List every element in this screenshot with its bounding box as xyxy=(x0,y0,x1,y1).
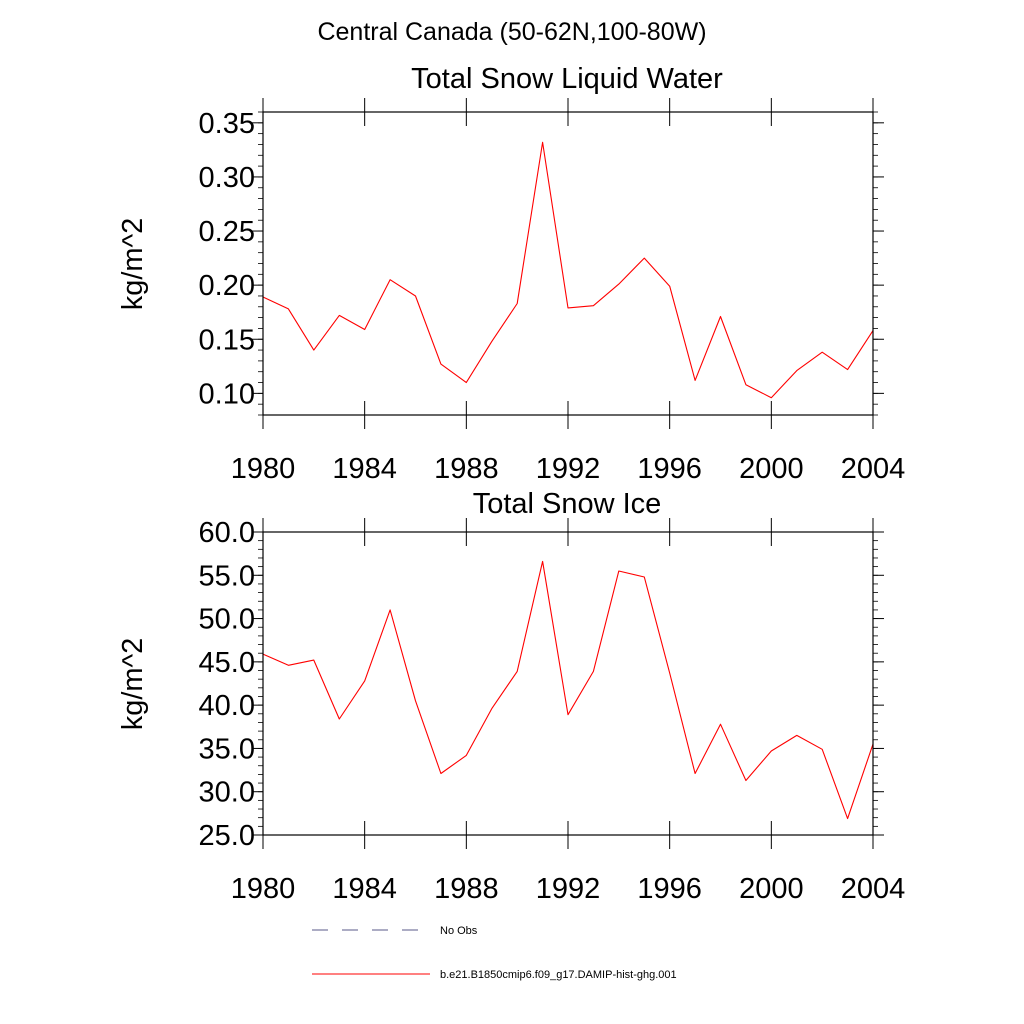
y-tick-label: 0.30 xyxy=(199,162,255,194)
panel-total-snow-ice: Total Snow Ice kg/m^2 1980 1984 1988 1992 19… xyxy=(117,488,905,905)
x-tick-label: 2004 xyxy=(841,453,906,485)
plot-frame xyxy=(262,111,874,416)
panel-title: Total Snow Liquid Water xyxy=(411,63,723,95)
y-tick-label: 55.0 xyxy=(199,560,255,592)
legend: No Obs b.e21.B1850cmip6.f09_g17.DAMIP-hi… xyxy=(312,925,677,981)
x-tick-label: 1984 xyxy=(332,453,397,485)
series-line xyxy=(262,141,874,399)
y-tick-label: 0.10 xyxy=(199,378,255,410)
x-tick-label: 2004 xyxy=(841,873,906,905)
y-tick-label: 45.0 xyxy=(199,647,255,679)
y-tick-label: 0.15 xyxy=(199,324,255,356)
x-tick-label: 1992 xyxy=(536,453,601,485)
x-tick-label: 2000 xyxy=(739,873,804,905)
y-axis-label: kg/m^2 xyxy=(117,638,149,731)
y-tick-label: 0.25 xyxy=(199,216,255,248)
y-tick-label: 35.0 xyxy=(199,733,255,765)
x-tick-label: 1988 xyxy=(434,453,499,485)
panel-total-snow-liquid-water: Total Snow Liquid Water kg/m^2 1980 1984 1… xyxy=(117,63,905,485)
plot-frame xyxy=(262,531,874,836)
tick-labels: 1980 1984 1988 1992 1996 2000 2004 25.0 30.0 35.0… xyxy=(199,517,906,905)
series-layer xyxy=(262,141,874,399)
axis-ticks xyxy=(252,518,884,849)
x-tick-label: 1996 xyxy=(637,453,702,485)
x-tick-label: 1996 xyxy=(637,873,702,905)
y-axis-label: kg/m^2 xyxy=(117,218,149,311)
x-tick-label: 1980 xyxy=(231,453,296,485)
y-tick-label: 50.0 xyxy=(199,604,255,636)
tick-labels: 1980 1984 1988 1992 1996 2000 2004 0.10 0.15 0.20… xyxy=(199,108,906,485)
x-tick-label: 2000 xyxy=(739,453,804,485)
y-tick-label: 0.20 xyxy=(199,270,255,302)
figure-supertitle: Central Canada (50-62N,100-80W) xyxy=(317,18,707,46)
x-tick-label: 1984 xyxy=(332,873,397,905)
panel-title: Total Snow Ice xyxy=(473,488,662,520)
series-line xyxy=(262,560,874,820)
series-layer xyxy=(262,560,874,820)
y-tick-label: 0.35 xyxy=(199,108,255,140)
x-tick-label: 1988 xyxy=(434,873,499,905)
y-tick-label: 60.0 xyxy=(199,517,255,549)
y-tick-label: 40.0 xyxy=(199,690,255,722)
legend-label-no-obs: No Obs xyxy=(440,925,478,937)
y-tick-label: 30.0 xyxy=(199,777,255,809)
x-tick-label: 1980 xyxy=(231,873,296,905)
y-tick-label: 25.0 xyxy=(199,820,255,852)
x-tick-label: 1992 xyxy=(536,873,601,905)
legend-label-model-run: b.e21.B1850cmip6.f09_g17.DAMIP-hist-ghg.… xyxy=(440,969,677,981)
